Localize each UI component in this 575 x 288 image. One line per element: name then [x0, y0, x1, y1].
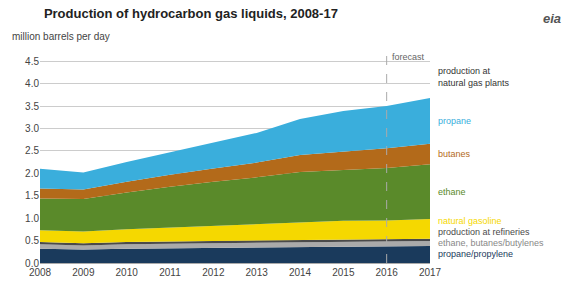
svg-text:2017: 2017: [419, 267, 442, 278]
svg-text:0.0: 0.0: [25, 258, 39, 269]
svg-text:2011: 2011: [159, 267, 181, 278]
svg-text:million barrels per day: million barrels per day: [12, 31, 110, 42]
svg-text:2.5: 2.5: [25, 145, 39, 156]
svg-text:ethane: ethane: [438, 187, 466, 197]
svg-text:forecast: forecast: [392, 52, 425, 62]
svg-text:eia: eia: [543, 11, 561, 26]
svg-text:2014: 2014: [289, 267, 312, 278]
svg-text:2008: 2008: [29, 267, 52, 278]
svg-text:Production of hydrocarbon gas: Production of hydrocarbon gas liquids, 2…: [44, 6, 338, 21]
svg-text:natural gasoline: natural gasoline: [438, 216, 502, 226]
svg-text:1.5: 1.5: [25, 190, 39, 201]
svg-text:2009: 2009: [72, 267, 95, 278]
svg-text:ethane, butanes/butylenes: ethane, butanes/butylenes: [438, 238, 544, 248]
svg-text:2010: 2010: [116, 267, 139, 278]
svg-text:3.5: 3.5: [25, 101, 39, 112]
svg-text:production atnatural gas plant: production atnatural gas plants: [438, 66, 510, 88]
svg-text:3.0: 3.0: [25, 123, 39, 134]
svg-text:1.0: 1.0: [25, 213, 39, 224]
svg-text:propane: propane: [438, 116, 471, 126]
svg-text:4.0: 4.0: [25, 78, 39, 89]
svg-text:2.0: 2.0: [25, 168, 39, 179]
svg-text:2016: 2016: [376, 267, 399, 278]
svg-text:butanes: butanes: [438, 149, 471, 159]
svg-text:4.5: 4.5: [25, 56, 39, 67]
svg-text:propane/propylene: propane/propylene: [438, 249, 513, 259]
svg-text:2012: 2012: [202, 267, 225, 278]
svg-text:0.5: 0.5: [25, 235, 39, 246]
svg-text:2015: 2015: [332, 267, 355, 278]
svg-text:production at refineries: production at refineries: [438, 227, 530, 237]
svg-text:2013: 2013: [246, 267, 269, 278]
